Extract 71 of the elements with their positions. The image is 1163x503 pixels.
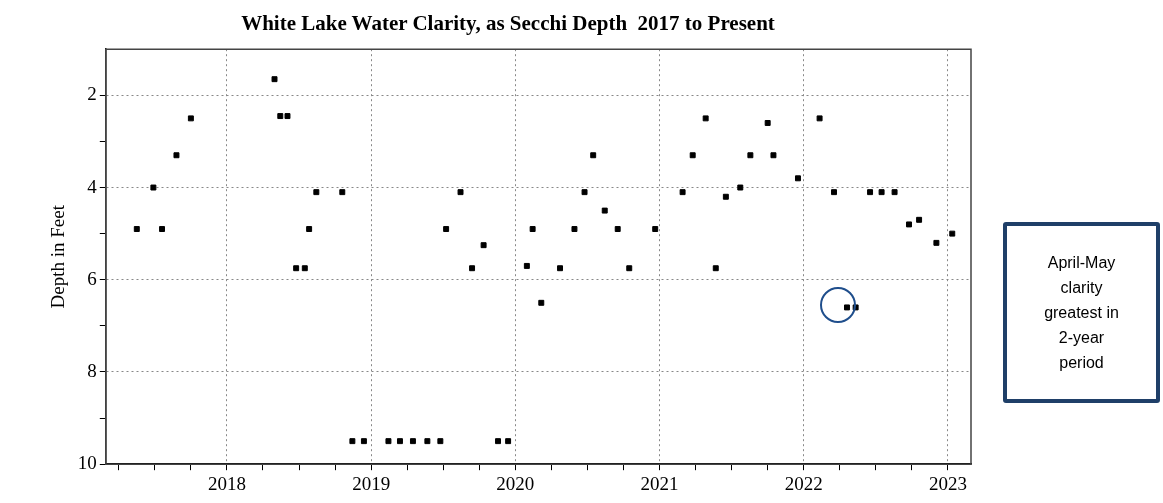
point [360,438,367,445]
point [614,226,621,233]
point [626,265,633,272]
point [385,438,392,445]
point [712,265,719,272]
point [277,113,284,120]
point [505,438,512,445]
point [916,216,923,223]
point [529,226,536,233]
point [816,115,823,122]
point [764,120,771,126]
point [133,226,140,233]
point [933,239,940,246]
point [794,175,801,182]
point [301,265,308,272]
point [770,152,777,159]
y-axis-title: Depth in Feet [47,204,69,309]
point [557,265,564,272]
point [867,189,874,196]
point [878,189,885,196]
point [891,189,898,196]
point [722,193,729,200]
point [409,438,416,445]
point [271,76,278,83]
point [949,230,956,237]
point [457,189,464,196]
point [679,189,686,196]
point [424,438,431,445]
point [689,152,696,159]
point [737,184,744,191]
y-tick-label: 10 [77,452,97,474]
point [538,299,545,306]
x-tick-label: 2022 [784,472,823,494]
text: April-May clarity greatest in 2-year period [1003,222,1160,403]
point [293,265,300,272]
point [581,189,588,196]
y-tick-label: 4 [87,175,98,197]
point [396,438,403,445]
point [313,189,320,196]
x-tick-label: 2019 [352,472,391,494]
chart-title: White Lake Water Clarity, as Secchi Depth 2017 to Present [241,11,775,36]
point [590,152,597,159]
point [159,226,166,233]
y-tick-label: 8 [87,359,97,381]
point [339,189,346,196]
point [747,152,754,159]
x-tick-label: 2020 [496,472,535,494]
point [187,115,194,122]
point [284,113,291,120]
y-tick-label: 2 [87,83,97,105]
point [306,226,313,233]
point [480,242,487,249]
x-tick-label: 2023 [928,472,967,494]
x-tick-label: 2021 [640,472,679,494]
point [571,226,578,233]
point [831,189,837,196]
point [601,207,608,214]
point [437,438,444,445]
point [469,265,476,272]
x-tick-label: 2018 [207,472,246,494]
y-tick-label: 6 [87,267,97,289]
point [523,262,530,269]
point [652,226,659,233]
point [150,184,157,191]
point [906,221,912,228]
point [495,438,501,445]
point [349,438,356,445]
point [844,304,850,311]
point [702,115,709,122]
point [443,226,450,233]
point [173,152,180,159]
